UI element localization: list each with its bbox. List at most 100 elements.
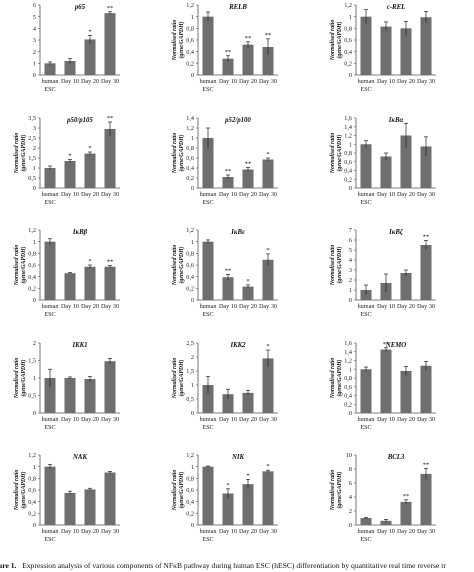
chart-panel-12: 0 0,20,4 0,6 0,8 11,2 1,4 1,6 NEMO Normalised ra… bbox=[330, 340, 436, 431]
x-tick-label-line: ESC bbox=[202, 86, 213, 93]
significance-marker: ** bbox=[225, 168, 232, 175]
x-tick-label-line: human bbox=[42, 416, 59, 423]
significance-marker: * bbox=[88, 28, 91, 35]
x-tick-label: Day 10 bbox=[61, 528, 79, 535]
chart-panel-14: 0 0,2 0,4 0,6 0,8 1 1,2 NIK Normalised ratio(gen… bbox=[172, 452, 278, 543]
y-tick-label: 0,8 bbox=[186, 26, 194, 33]
y-tick-label: 0,2 bbox=[344, 61, 352, 68]
significance-marker: ** bbox=[225, 49, 232, 56]
y-tick-label: 6 bbox=[33, 2, 36, 9]
y-tick-label: 4 bbox=[33, 26, 36, 33]
bar bbox=[242, 392, 254, 413]
x-tick-label-line: human bbox=[358, 528, 375, 535]
y-axis-label-line: (gene/GAPDH) bbox=[336, 134, 343, 171]
y-tick-label: 0 bbox=[191, 410, 194, 417]
y-axis-label: Normalised ratio(gene/GAPDH) bbox=[14, 133, 27, 175]
y-axis-label-line: Normalised ratio bbox=[172, 133, 178, 175]
y-axis-label-line: Normalised ratio bbox=[330, 20, 336, 62]
x-tick-label-line: ESC bbox=[44, 311, 55, 318]
bar bbox=[262, 471, 274, 525]
x-tick-label: Day 30 bbox=[101, 191, 119, 198]
y-tick-label: 0,4 bbox=[186, 274, 194, 281]
y-axis-label: Normalised ratio(gene/GAPDH) bbox=[172, 358, 185, 400]
y-axis-label: Normalised ratio(gene/GAPDH) bbox=[172, 470, 185, 512]
chart-title: c-REL bbox=[387, 4, 406, 11]
y-tick-label: 2,5 bbox=[186, 340, 194, 347]
y-tick-label: 0,6 bbox=[186, 262, 194, 269]
y-tick-label: 1,2 bbox=[344, 358, 352, 365]
significance-marker: ** bbox=[107, 259, 114, 266]
x-tick-label: Day 10 bbox=[61, 191, 79, 198]
y-tick-label: 1,2 bbox=[186, 125, 194, 132]
chart-panel-3: 0 0,2 0,4 0,6 0,8 1 1,2 c-REL Normalised ratio(g… bbox=[330, 2, 436, 93]
y-tick-label: 0,8 bbox=[28, 251, 36, 258]
y-axis-label-line: (gene/GAPDH) bbox=[178, 471, 185, 508]
y-axis-label: Normalised ratio(gene/GAPDH) bbox=[330, 245, 343, 287]
significance-marker: ** bbox=[225, 267, 232, 274]
x-tick-label-line: ESC bbox=[44, 424, 55, 431]
y-tick-label: 0,8 bbox=[344, 26, 352, 33]
x-tick-label-line: human bbox=[42, 78, 59, 85]
bar bbox=[380, 156, 392, 188]
y-tick-label: 0,5 bbox=[186, 396, 194, 403]
bar bbox=[360, 144, 372, 188]
bar bbox=[64, 61, 76, 75]
bar bbox=[222, 177, 234, 188]
x-tick-label-line: ESC bbox=[360, 424, 371, 431]
x-tick-label-line: ESC bbox=[44, 199, 55, 206]
y-tick-label: 0,4 bbox=[186, 165, 194, 172]
bar bbox=[64, 273, 76, 300]
x-tick-label-line: ESC bbox=[360, 86, 371, 93]
x-tick-label: Day 30 bbox=[259, 528, 277, 535]
y-tick-label: 1 bbox=[33, 239, 36, 246]
x-tick-label: Day 30 bbox=[101, 78, 119, 85]
y-tick-label: 3 bbox=[33, 125, 36, 132]
y-axis-label-line: (gene/GAPDH) bbox=[178, 134, 185, 171]
significance-marker: ** bbox=[245, 35, 252, 42]
y-axis-label-line: (gene/GAPDH) bbox=[20, 359, 27, 396]
bar bbox=[262, 358, 274, 413]
y-tick-label: 0 bbox=[349, 72, 352, 79]
x-tick-label: human ESC bbox=[42, 528, 59, 543]
bar bbox=[44, 378, 56, 413]
y-tick-label: 1 bbox=[33, 464, 36, 471]
y-tick-label: 2 bbox=[33, 145, 36, 152]
x-tick-label: Day 20 bbox=[397, 416, 415, 423]
y-axis-label-line: (gene/GAPDH) bbox=[336, 21, 343, 58]
x-tick-label-line: human bbox=[358, 191, 375, 198]
y-axis-label: Normalised ratio(gene/GAPDH) bbox=[14, 470, 27, 512]
y-tick-label: 1 bbox=[191, 464, 194, 471]
y-axis-label-line: (gene/GAPDH) bbox=[20, 246, 27, 283]
y-tick-label: 0,2 bbox=[186, 511, 194, 518]
y-tick-label: 3,5 bbox=[28, 115, 36, 122]
bar bbox=[242, 169, 254, 188]
x-tick-label: Day 20 bbox=[81, 303, 99, 310]
x-tick-label: Day 10 bbox=[377, 528, 395, 535]
chart-panel-9: 0 1 2 3 4 5 6 7 IκBζ Normalised ratio(gene/GAPDH)… bbox=[330, 227, 436, 318]
y-tick-label: 0,8 bbox=[28, 476, 36, 483]
chart-title: NEMO bbox=[385, 342, 406, 349]
y-tick-label: 0,5 bbox=[28, 175, 36, 182]
chart-panel-15: 0 2 4 6 8 10 BCL3 Normalised ratio(gene/GAPDH) h… bbox=[330, 452, 436, 543]
y-tick-label: 0 bbox=[33, 522, 36, 529]
x-tick-label: Day 20 bbox=[239, 191, 257, 198]
bar bbox=[104, 361, 116, 413]
chart-title: p65 bbox=[74, 4, 86, 11]
y-tick-label: 0,6 bbox=[186, 487, 194, 494]
bar bbox=[400, 371, 412, 413]
x-tick-label: human ESC bbox=[358, 191, 375, 206]
significance-marker: * bbox=[88, 145, 91, 152]
y-tick-label: 1,6 bbox=[344, 115, 352, 122]
y-tick-label: 6 bbox=[349, 480, 352, 487]
bar bbox=[84, 153, 96, 188]
y-axis-label: Normalised ratio(gene/GAPDH) bbox=[172, 133, 185, 175]
bar bbox=[64, 161, 76, 188]
y-tick-label: 1,2 bbox=[186, 2, 194, 9]
y-tick-label: 1 bbox=[33, 61, 36, 68]
bar bbox=[400, 135, 412, 188]
y-tick-label: 0,8 bbox=[186, 145, 194, 152]
x-tick-label-line: human bbox=[200, 191, 217, 198]
x-tick-label: Day 10 bbox=[61, 78, 79, 85]
y-axis-label-line: Normalised ratio bbox=[172, 470, 178, 512]
